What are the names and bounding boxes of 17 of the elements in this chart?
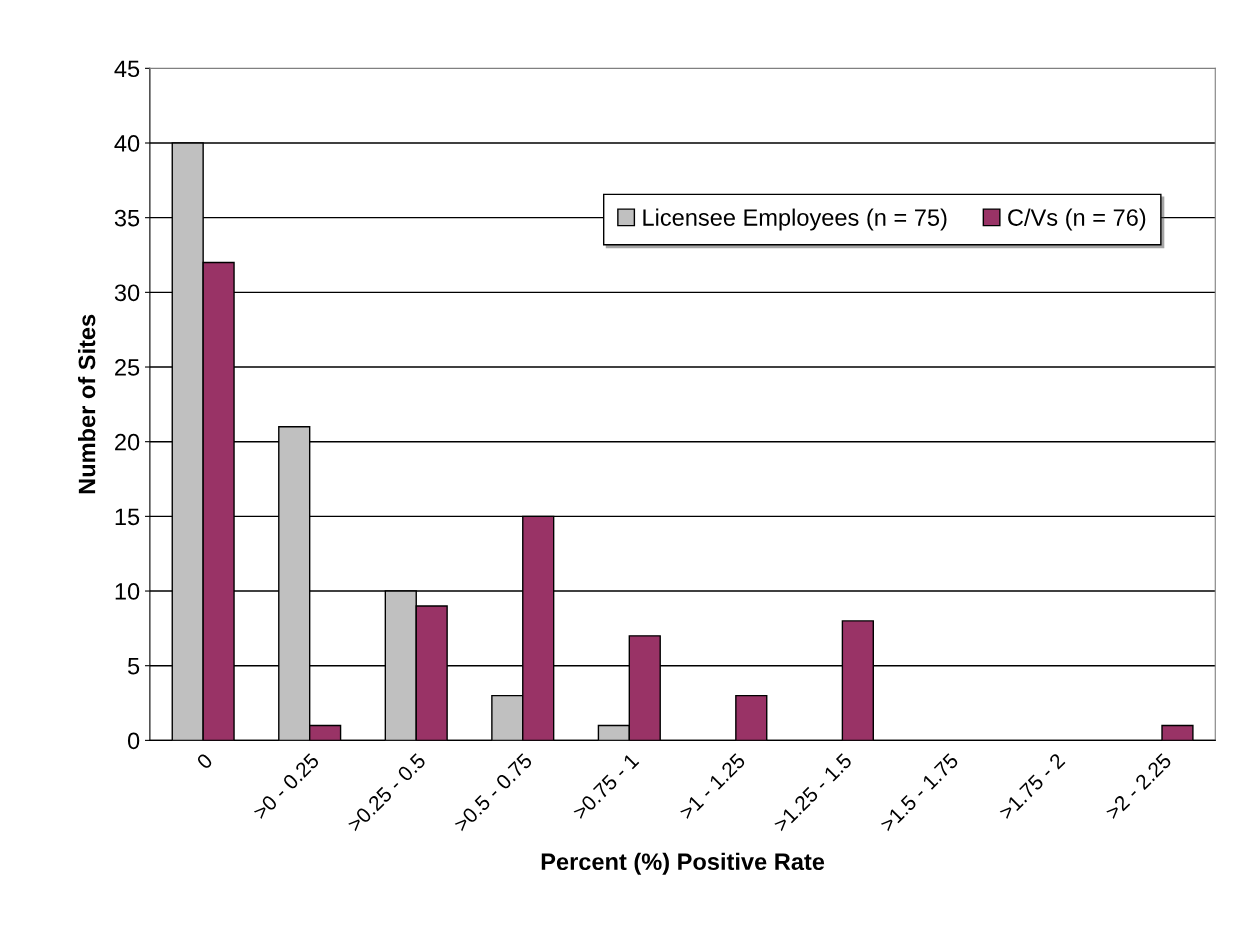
y-tick-label: 15 <box>115 508 140 526</box>
y-axis-title: Number of Sites <box>78 314 96 494</box>
x-tick-label: 0 <box>195 752 214 770</box>
y-tick-label: 0 <box>127 732 140 750</box>
legend-label: Licensee Employees (n = 75) <box>643 208 947 231</box>
bar <box>1161 724 1194 741</box>
y-tick-label: 35 <box>114 209 140 227</box>
legend-label: C/Vs (n = 76) <box>1008 208 1146 231</box>
y-tick-label: 10 <box>115 583 140 600</box>
y-tick-label: 30 <box>114 284 140 302</box>
y-tick-label: 5 <box>127 658 140 675</box>
x-axis-title: Percent (%) Positive Rate <box>541 852 825 875</box>
y-tick-label: 25 <box>115 359 140 376</box>
y-tick-label: 45 <box>114 60 140 78</box>
bar <box>735 694 768 741</box>
y-tick-label: 40 <box>114 135 140 152</box>
y-tick-label: 20 <box>115 433 140 451</box>
